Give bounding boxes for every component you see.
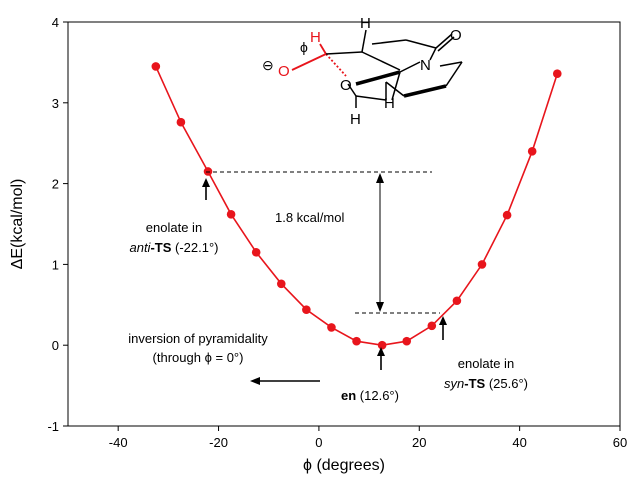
data-point: [502, 210, 512, 220]
series-line: [155, 66, 559, 347]
energy-gap-arrow-top-head: [376, 173, 384, 183]
data-point: [477, 260, 487, 269]
x-tick-label: 0: [315, 435, 322, 450]
y-axis-ticks: -1 0 1 2 3 4: [47, 15, 68, 434]
anti-ts-label-line2: anti-TS (-22.1°): [129, 240, 218, 255]
molecule-h-top-label: H: [360, 15, 371, 32]
molecule-n-label: N: [420, 57, 431, 74]
x-axis-ticks: -40 -20 0 20 40 60: [109, 426, 627, 450]
syn-ts-label-line1: enolate in: [458, 356, 514, 371]
molecule-minus-label: ⊖: [262, 57, 274, 73]
x-tick-label: 40: [512, 435, 526, 450]
molecule-structure: ϕ ⊖ O H O N O H H H: [262, 15, 463, 128]
inversion-label-line2: (through ϕ = 0°): [153, 350, 244, 365]
x-tick-label: 60: [613, 435, 627, 450]
y-axis-title: ΔE(kcal/mol): [9, 179, 26, 270]
anti-ts-arrowhead: [202, 178, 210, 187]
y-tick-label: 4: [52, 15, 59, 30]
data-point: [251, 247, 261, 257]
molecule-h-bottom-label: H: [350, 111, 361, 128]
syn-ts-label-line2: syn-TS (25.6°): [444, 376, 528, 391]
data-point: [327, 323, 336, 332]
molecule-h-red-label: H: [310, 29, 321, 46]
y-tick-label: -1: [47, 419, 59, 434]
data-point: [226, 210, 236, 219]
series-points: [151, 62, 562, 350]
energy-gap-arrow-bottom-head: [376, 302, 384, 312]
data-point: [203, 167, 213, 176]
data-point: [527, 146, 537, 156]
x-tick-label: -20: [209, 435, 228, 450]
data-point: [402, 336, 412, 346]
molecule-o-ring-label: O: [340, 77, 352, 94]
y-tick-label: 1: [52, 257, 59, 272]
en-label: en (12.6°): [341, 388, 399, 403]
data-point: [302, 305, 311, 314]
data-point: [427, 321, 437, 331]
molecule-phi-label: ϕ: [300, 39, 308, 55]
data-point: [276, 279, 286, 289]
anti-ts-label-line1: enolate in: [146, 220, 202, 235]
data-point: [377, 340, 387, 350]
y-tick-label: 2: [52, 177, 59, 192]
data-point: [151, 62, 161, 71]
data-point: [176, 117, 186, 127]
inversion-label-line1: inversion of pyramidality: [128, 331, 268, 346]
data-point: [452, 296, 462, 306]
x-tick-label: 20: [412, 435, 426, 450]
molecule-o-anion-label: O: [278, 63, 290, 80]
inversion-arrowhead: [250, 377, 260, 385]
plot-frame: [67, 21, 621, 427]
y-tick-label: 0: [52, 338, 59, 353]
x-axis-title: ϕ (degrees): [303, 457, 385, 474]
x-tick-label: -40: [109, 435, 128, 450]
molecule-h-right-label: H: [384, 95, 395, 112]
y-tick-label: 3: [52, 96, 59, 111]
molecule-o-carbonyl-label: O: [450, 27, 462, 44]
data-point: [552, 69, 562, 79]
energy-gap-label: 1.8 kcal/mol: [275, 210, 344, 225]
data-point: [352, 336, 361, 346]
en-arrowhead: [377, 347, 385, 356]
syn-ts-arrowhead: [439, 316, 447, 325]
